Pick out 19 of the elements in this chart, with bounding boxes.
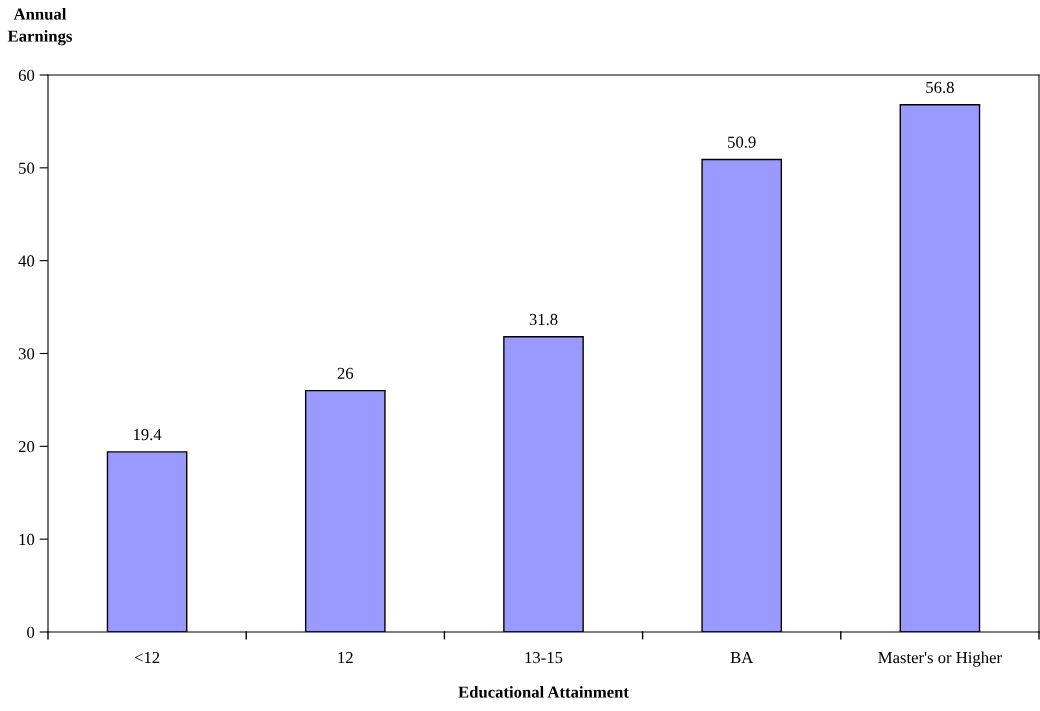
data-label: 50.9 (728, 136, 756, 148)
data-label: 26 (337, 367, 354, 379)
x-tick-label: Master's or Higher (878, 651, 1002, 667)
y-tick-label: 20 (18, 441, 35, 453)
x-tick-label: <12 (134, 651, 160, 664)
y-tick-label: 30 (18, 348, 35, 360)
x-tick-label: 13-15 (525, 651, 563, 664)
x-tick-label: BA (730, 652, 754, 664)
y-tick-label: 40 (18, 255, 35, 267)
data-label: 56.8 (926, 81, 954, 94)
data-label: 31.8 (529, 313, 558, 326)
y-tick-label: 10 (19, 533, 35, 546)
y-axis-title: Annual Earnings (7, 8, 73, 46)
data-label: 19.4 (133, 428, 162, 441)
y-tick-label: 50 (19, 162, 35, 174)
y-tick-label: 0 (27, 626, 35, 638)
x-axis-title: Educational Attainment (458, 686, 629, 698)
x-tick-label: 12 (338, 651, 353, 664)
y-tick-label: 60 (18, 69, 35, 81)
